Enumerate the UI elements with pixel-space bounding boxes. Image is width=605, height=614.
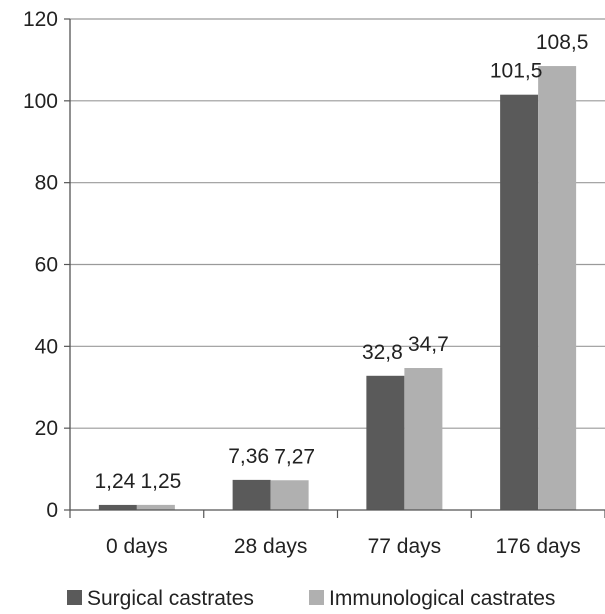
y-tick-label: 20 (35, 417, 58, 440)
bar (500, 94, 539, 510)
data-label: 1,24 (94, 470, 135, 493)
data-label: 32,8 (362, 341, 403, 364)
data-labels: 1,24 7,36 32,8 101,5 1,25 7,27 34,7 108,5 (94, 31, 588, 493)
data-label: 7,36 (228, 445, 269, 468)
y-tick-label: 80 (35, 172, 58, 195)
bar (136, 504, 175, 510)
y-tick-label: 100 (23, 90, 58, 113)
y-tick-label: 40 (35, 335, 58, 358)
axes (64, 18, 605, 518)
bar (404, 368, 443, 510)
y-tick-label: 0 (46, 499, 58, 522)
data-label: 108,5 (536, 31, 589, 54)
legend-label: Surgical castrates (87, 587, 254, 610)
legend-label: Immunological castrates (329, 587, 555, 610)
bar (270, 480, 309, 510)
legend-swatch (67, 590, 82, 605)
x-tick-label: 28 days (234, 535, 308, 558)
data-label: 34,7 (408, 333, 449, 356)
bar (538, 66, 577, 510)
y-tick-label: 60 (35, 254, 58, 277)
bars (98, 66, 577, 510)
data-label: 7,27 (274, 445, 315, 468)
y-axis-ticks: 0 20 40 60 80 100 120 (23, 8, 58, 522)
bar (366, 375, 405, 510)
x-axis-ticks: 0 days 28 days 77 days 176 days (106, 535, 581, 558)
data-label: 101,5 (490, 60, 543, 83)
x-tick-label: 176 days (496, 535, 581, 558)
bar (98, 504, 137, 510)
x-tick-label: 77 days (368, 535, 442, 558)
bar (232, 479, 271, 510)
y-tick-label: 120 (23, 8, 58, 31)
data-label: 1,25 (140, 470, 181, 493)
x-tick-label: 0 days (106, 535, 168, 558)
legend: Surgical castrates Immunological castrate… (67, 587, 555, 610)
legend-swatch (309, 590, 324, 605)
